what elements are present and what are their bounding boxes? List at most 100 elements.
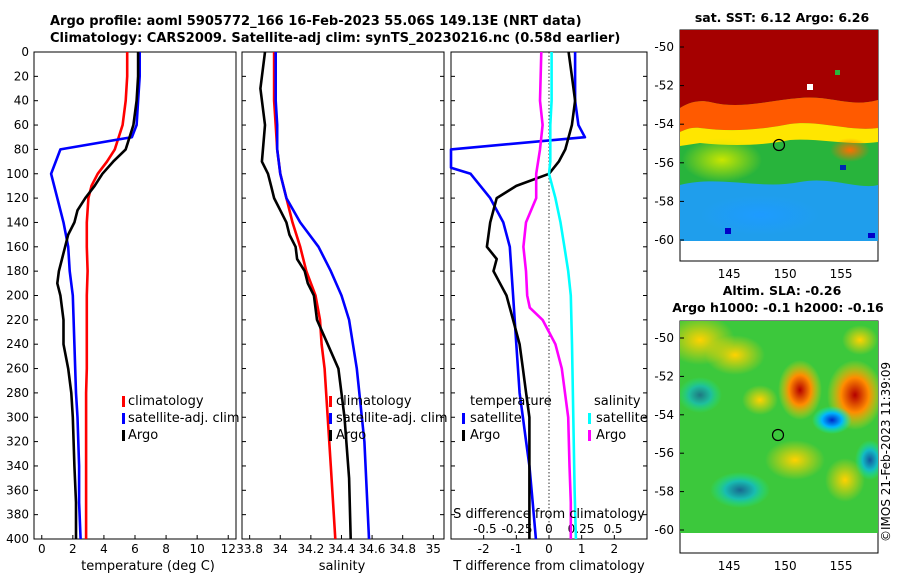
temperature-lines: [49, 52, 141, 540]
ytick-label: 140: [6, 215, 29, 229]
sst-map: sat. SST: 6.12 Argo: 6.26 -50-52-54-56-5…: [654, 10, 879, 281]
lon-tick-label: 145: [718, 267, 741, 281]
salinity-lines: [242, 51, 444, 540]
lat-tick-label: -56: [654, 156, 674, 170]
temperature-xlabel: temperature (deg C): [81, 559, 215, 574]
legend-label: Argo: [128, 428, 158, 443]
imos-timestamp: ©IMOS 21-Feb-2023 11:39:09: [879, 361, 893, 542]
xtick-label: 2: [611, 542, 619, 556]
legend-swatch: [462, 413, 465, 424]
lon-tick-label: 145: [718, 559, 741, 573]
legend-swatch: [329, 430, 332, 441]
ytick-label: 340: [6, 459, 29, 473]
legend-swatch: [462, 430, 465, 441]
series-line-argo: [259, 51, 352, 540]
ytick-label: 220: [6, 313, 29, 327]
ytick-label: 240: [6, 337, 29, 351]
xtick-label: -2: [478, 542, 490, 556]
s-tick-label: 0.5: [603, 522, 622, 536]
temperature-panel: 0 20 40 60 80 100 120 140 160 180 200 220 240 260 280 3…: [6, 45, 240, 574]
series-line-argo: [55, 52, 140, 539]
ytick-label: 20: [14, 69, 29, 83]
series-line-s-argo: [522, 51, 573, 539]
lat-tick-label: -60: [654, 233, 674, 247]
ytick-label: 80: [14, 142, 29, 156]
lon-tick-label: 155: [830, 559, 853, 573]
legend-swatch: [122, 396, 125, 407]
xtick-label: 33.8: [236, 542, 263, 556]
salinity-axis-ticks: 33.8 34 34.2 34.4 34.6 34.8 35: [236, 535, 441, 556]
xtick-label: 34.6: [359, 542, 386, 556]
ytick-label: 200: [6, 289, 29, 303]
series-line-satellite-adj-clim: [49, 52, 141, 540]
xtick-label: 10: [190, 542, 205, 556]
ytick-label: 180: [6, 264, 29, 278]
legend-label: satellite-adj. clim: [128, 411, 240, 426]
xtick-label: 35: [426, 542, 441, 556]
ytick-label: 40: [14, 94, 29, 108]
legend-label: climatology: [336, 394, 412, 409]
ytick-label: 280: [6, 386, 29, 400]
lat-tick-label: -60: [654, 523, 674, 537]
legend-swatch: [588, 430, 591, 441]
difference-panel: -2 -1 0 1 2-0.5 -0.25 0 0.25 0.5 S difference fr…: [449, 51, 648, 574]
lat-tick-label: -54: [654, 408, 674, 422]
salinity-panel: 33.8 34 34.2 34.4 34.6 34.8 35 salinity climat…: [236, 51, 448, 574]
xtick-label: 2: [69, 542, 77, 556]
lat-tick-label: -52: [654, 79, 674, 93]
legend-swatch: [122, 430, 125, 441]
ytick-label: 400: [6, 532, 29, 546]
lon-tick-label: 150: [774, 559, 797, 573]
ytick-label: 100: [6, 167, 29, 181]
series-line-climatology: [84, 52, 129, 539]
lon-tick-label: 150: [774, 267, 797, 281]
ytick-label: 360: [6, 483, 29, 497]
legend-label: climatology: [128, 394, 204, 409]
lat-tick-label: -52: [654, 369, 674, 383]
legend-title: temperature: [470, 394, 552, 409]
ytick-label: 120: [6, 191, 29, 205]
climatology-title: Climatology: CARS2009. Satellite-adj cli…: [50, 31, 621, 46]
s-difference-label: S difference from climatology: [453, 507, 645, 522]
profile-title: Argo profile: aoml 5905772_166 16-Feb-20…: [50, 14, 582, 29]
ytick-label: 320: [6, 435, 29, 449]
lat-tick-label: -58: [654, 485, 674, 499]
ytick-label: 260: [6, 362, 29, 376]
ytick-label: 160: [6, 240, 29, 254]
sla-lon-ticks: 145 150 155: [718, 559, 853, 573]
temperature-axis-ticks: 0 2 4 6 8 10 12: [38, 535, 236, 556]
xtick-label: -1: [510, 542, 522, 556]
lon-tick-label: 155: [830, 267, 853, 281]
legend-label: satellite: [596, 411, 648, 426]
ytick-label: 300: [6, 410, 29, 424]
s-tick-label: -0.25: [501, 522, 532, 536]
t-difference-label: T difference from climatology: [452, 559, 645, 574]
ytick-label: 60: [14, 118, 29, 132]
legend-swatch: [329, 396, 332, 407]
sst-lon-ticks: 145 150 155: [718, 267, 853, 281]
lat-tick-label: -58: [654, 194, 674, 208]
lat-tick-label: -50: [654, 40, 674, 54]
argo-position-marker: [771, 428, 785, 442]
xtick-label: 34.8: [389, 542, 416, 556]
sla-lat-ticks: -50 -52 -54 -56 -58 -60: [654, 331, 684, 537]
difference-legend: temperature satellite Argo salinity sate…: [462, 394, 648, 443]
sla-map: Altim. SLA: -0.26 Argo h1000: -0.1 h2000…: [654, 283, 884, 573]
ytick-label: 380: [6, 508, 29, 522]
argo-position-marker: [772, 138, 786, 152]
xtick-label: 34.2: [298, 542, 325, 556]
legend-label: Argo: [470, 428, 500, 443]
xtick-label: 0: [38, 542, 46, 556]
legend-swatch: [122, 413, 125, 424]
legend-label: satellite: [470, 411, 522, 426]
xtick-label: 4: [100, 542, 108, 556]
xtick-label: 34: [273, 542, 288, 556]
xtick-label: 0: [545, 542, 553, 556]
legend-label: satellite-adj. clim: [336, 411, 448, 426]
legend-label: Argo: [596, 428, 626, 443]
legend-swatch: [329, 413, 332, 424]
series-line-t-satellite: [449, 52, 587, 540]
salinity-legend: climatology satellite-adj. clim Argo: [329, 394, 448, 443]
depth-axis-ticks: 0 20 40 60 80 100 120 140 160 180 200 220 240 260 280 3…: [6, 45, 38, 546]
